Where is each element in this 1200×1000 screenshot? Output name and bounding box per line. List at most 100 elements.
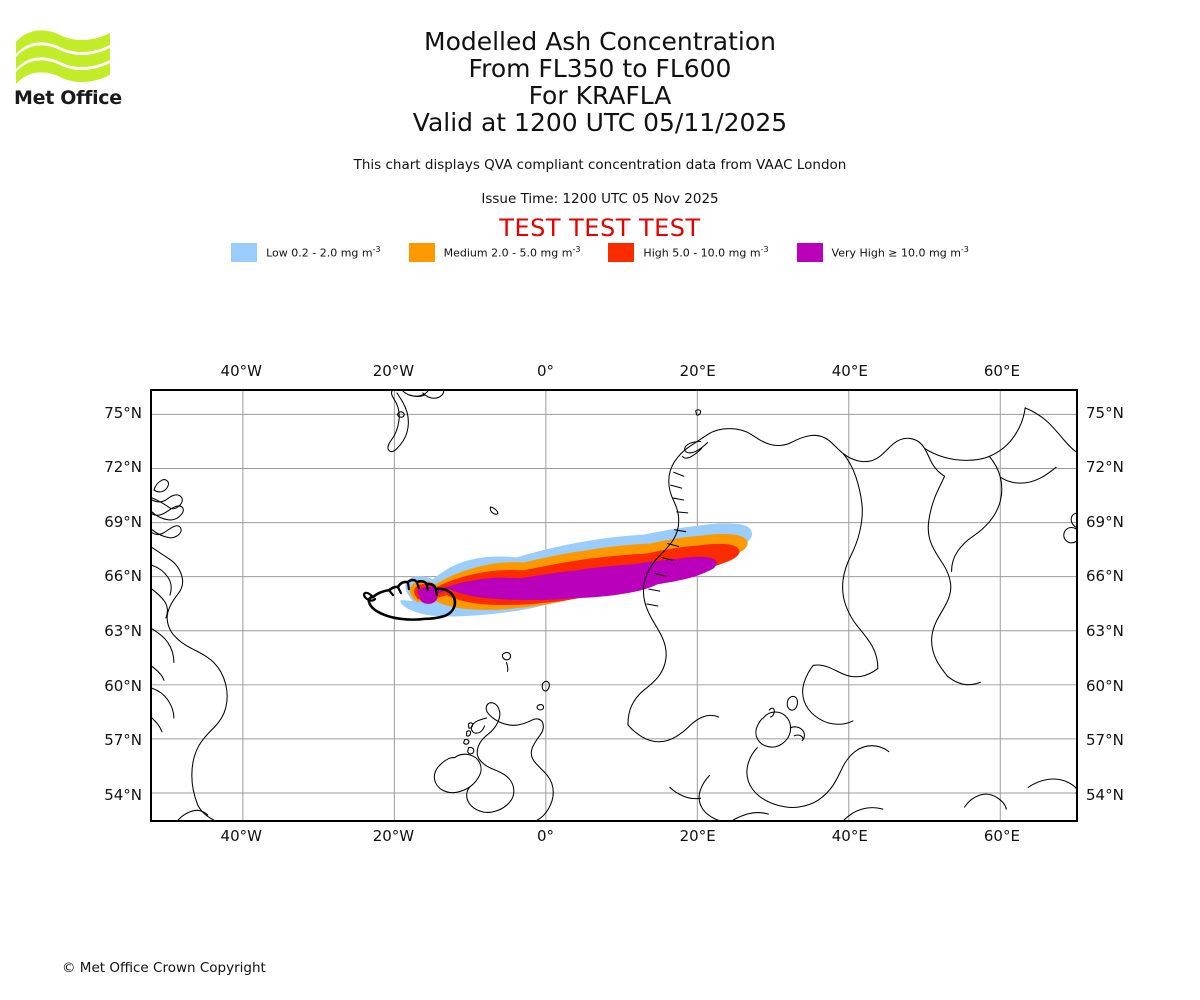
coast-greenland-2 [152,505,184,521]
map-coastlines [152,391,1076,820]
coast-nz-island [1070,512,1076,528]
lon-tick-label-top: 40°W [220,362,262,380]
lon-tick-label-bottom: 20°W [372,827,415,845]
coast-bear-island [397,411,405,418]
lon-tick-label-top: 60°E [983,362,1020,380]
legend-item-high: High 5.0 - 10.0 mg m-3 [608,243,769,262]
lon-tick-label-bottom: 60°E [983,827,1020,845]
coast-greenland-9 [152,687,175,719]
lat-tick-label-right: 75°N [1086,403,1124,422]
lat-tick-label-right: 72°N [1086,458,1124,477]
coast-norway-coast [627,434,709,726]
copyright-text: © Met Office Crown Copyright [62,960,266,976]
lat-tick-label-left: 72°N [104,458,142,477]
coast-greenland-3 [152,525,182,539]
legend-swatch-high [608,243,635,262]
lat-tick-label-left: 57°N [104,731,142,750]
coast-russia-north [1024,407,1076,453]
legend-label-high: High 5.0 - 10.0 mg m-3 [643,245,768,260]
legend-swatch-medium [408,243,435,262]
coast-greenland-11 [177,809,209,820]
coast-greenland-7 [152,628,175,663]
test-banner: TEST TEST TEST [499,214,701,242]
legend-item-low: Low 0.2 - 2.0 mg m-3 [231,243,381,262]
met-office-logo: Met Office [14,26,124,112]
lat-tick-label-left: 69°N [104,512,142,531]
page-title: Modelled Ash Concentration From FL350 to… [0,28,1200,136]
lon-tick-label-bottom: 40°E [831,827,868,845]
coast-shetland [541,680,550,692]
coast-svalbard-spitsbergen [387,391,409,452]
lon-tick-label-bottom: 40°W [220,827,262,845]
coast-denmark-islands [789,726,805,742]
lat-tick-label-left: 63°N [104,621,142,640]
coast-iceland-westfjords [362,591,377,602]
coast-gotland [786,695,798,711]
coast-baltic-south [746,745,890,809]
coast-russia-south [963,793,1007,810]
coast-oland [768,707,775,718]
map-gridlines [152,391,1076,820]
lat-tick-label-right: 57°N [1086,731,1124,750]
lon-tick-label-bottom: 20°E [679,827,716,845]
coast-norway-fjord-1 [646,471,689,607]
lon-tick-label-bottom: 0° [537,827,555,845]
coast-greenland-main [152,494,183,510]
coast-greenland-8 [152,665,165,681]
lon-tick-label-top: 20°W [372,362,415,380]
legend-sup-low: -3 [372,245,381,255]
lat-tick-label-left: 66°N [104,567,142,586]
coast-southern-north-sea [669,786,702,800]
lat-tick-label-right: 60°N [1086,676,1124,695]
coast-bottom [732,807,884,820]
legend-label-medium: Medium 2.0 - 5.0 mg m-3 [444,245,581,260]
lat-tick-label-right: 69°N [1086,512,1124,531]
coast-greenland-4 [152,547,228,820]
coast-svalbard-edge [409,394,426,397]
coast-sweden [927,475,952,677]
lon-tick-label-top: 20°E [679,362,716,380]
legend-sup-medium: -3 [572,245,581,255]
legend-item-very-high: Very High ≥ 10.0 mg m-3 [796,243,969,262]
coast-greenland [153,479,169,493]
ash-plume-contours [400,523,753,617]
coast-norway-lofoten2 [682,447,703,459]
coast-estonia-latvia [802,664,854,725]
coast-faroes [501,651,512,661]
title-line-4: Valid at 1200 UTC 05/11/2025 [412,108,788,137]
legend-sup-high: -3 [760,245,769,255]
legend-sup-very-high: -3 [960,245,969,255]
lat-tick-label-right: 63°N [1086,621,1124,640]
coast-faroes-2 [505,661,509,672]
coast-svalbard-west [402,391,429,397]
coast-kola [924,407,1026,461]
coast-nl-de [698,774,720,820]
legend-item-medium: Medium 2.0 - 5.0 mg m-3 [408,243,581,262]
coast-norway [707,428,946,477]
lat-tick-label-right: 54°N [1086,785,1124,804]
coast-white-sea-2 [999,466,1057,484]
title-line-2: From FL350 to FL600 [468,54,732,83]
coast-svalbard-east [422,391,445,399]
coast-denmark [755,711,792,748]
lon-tick-label-top: 40°E [831,362,868,380]
lat-tick-label-right: 66°N [1086,567,1124,586]
legend-label-low: Low 0.2 - 2.0 mg m-3 [266,245,381,260]
coast-bothnia [947,675,981,686]
coast-orkney [536,704,545,711]
title-line-1: Modelled Ash Concentration [424,27,776,56]
coast-iceland-fjords [387,581,438,597]
coast-sweden-baltic [627,714,720,743]
chart-subtitle: This chart displays QVA compliant concen… [353,157,847,173]
legend-swatch-very-high [796,243,823,262]
coast-finland-gulf [812,664,879,678]
coast-kolguev [1063,526,1076,544]
concentration-legend: Low 0.2 - 2.0 mg m-3 Medium 2.0 - 5.0 mg… [0,243,1200,262]
legend-text-low: Low 0.2 - 2.0 mg m [266,246,373,260]
coast-gb-north-west [470,717,488,734]
coast-ireland [433,753,482,794]
legend-text-very-high: Very High ≥ 10.0 mg m [831,246,961,260]
coast-greenland-6 [152,588,168,619]
ash-concentration-map[interactable] [150,389,1078,822]
plume-source-blob [417,588,438,605]
